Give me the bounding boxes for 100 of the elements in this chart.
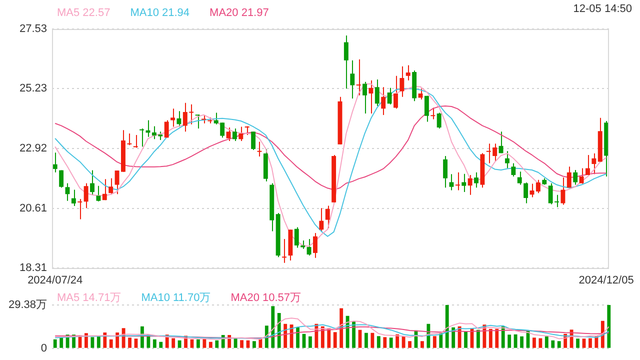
candlestick — [573, 170, 578, 186]
bar — [178, 340, 182, 348]
text: MA10 11.70万 — [141, 292, 211, 304]
bar — [128, 338, 132, 348]
bar — [383, 337, 387, 348]
text: 12-05 14:50 — [573, 3, 632, 15]
candlestick — [78, 198, 82, 220]
bar — [376, 336, 380, 348]
candlestick — [400, 66, 404, 98]
bar — [488, 328, 492, 348]
candlestick — [84, 182, 88, 209]
bar — [538, 338, 542, 348]
bar — [290, 324, 294, 348]
bar — [464, 330, 468, 348]
bar — [320, 326, 324, 348]
bar — [134, 338, 138, 348]
bar — [109, 339, 113, 348]
bar — [215, 340, 219, 348]
candlestick — [325, 205, 330, 229]
candlestick — [65, 182, 70, 202]
candlestick — [356, 58, 361, 96]
candlestick — [462, 173, 466, 193]
candlestick — [511, 162, 516, 177]
bar — [228, 334, 232, 348]
bar — [333, 332, 337, 348]
bar — [60, 338, 64, 348]
bar — [196, 339, 200, 348]
candlestick — [170, 108, 176, 128]
candlestick — [498, 131, 504, 154]
candlestick — [368, 80, 374, 114]
bar — [364, 332, 368, 348]
bar — [458, 326, 462, 348]
y-tick-label: 0 — [40, 342, 47, 354]
x-tick-label: 2024/12/05 — [578, 274, 634, 287]
text: MA10 21.94 — [130, 7, 190, 19]
bar — [103, 332, 107, 348]
candlestick — [362, 81, 367, 114]
bar — [582, 338, 586, 348]
candlestick — [374, 79, 380, 106]
bar — [520, 336, 524, 348]
bar — [514, 334, 518, 348]
candlestick — [96, 185, 101, 202]
bar — [172, 338, 176, 348]
candlestick — [238, 126, 244, 142]
bar — [96, 336, 100, 348]
text: MA5 22.57 — [57, 7, 110, 19]
bar — [551, 340, 555, 348]
bar — [420, 341, 424, 348]
candlestick — [517, 171, 522, 186]
bar — [408, 341, 412, 348]
y-tick-label: 20.61 — [19, 202, 47, 214]
bar — [258, 338, 262, 348]
bar — [352, 321, 356, 348]
bar — [308, 336, 312, 348]
candlestick — [344, 34, 348, 90]
bar — [576, 338, 580, 348]
bar — [508, 334, 512, 348]
candlestick — [133, 134, 138, 148]
bar — [476, 330, 480, 348]
candlestick — [406, 64, 410, 81]
bar — [532, 338, 536, 348]
candlestick — [140, 128, 144, 148]
candlestick — [226, 127, 231, 142]
candlestick — [52, 152, 58, 173]
candlestick — [579, 168, 584, 184]
bar — [90, 337, 94, 348]
text: MA20 21.97 — [210, 7, 269, 19]
text: MA20 10.57万 — [230, 292, 302, 304]
candlestick — [319, 208, 324, 232]
y-tick-label: 25.23 — [19, 82, 47, 95]
candlestick — [394, 75, 398, 110]
candlestick — [586, 154, 590, 176]
candlestick — [381, 86, 386, 116]
candlestick — [566, 166, 572, 189]
y-tick-label: 27.53 — [19, 23, 47, 36]
candlestick — [449, 174, 454, 191]
candlestick — [474, 172, 478, 188]
bar — [252, 341, 256, 348]
candlestick — [312, 232, 318, 258]
candlestick — [164, 120, 169, 138]
bar — [53, 339, 57, 348]
bar — [370, 332, 374, 348]
bar — [296, 327, 300, 348]
bar — [402, 336, 406, 348]
bar — [271, 306, 275, 348]
candlestick — [387, 87, 392, 105]
bar — [432, 336, 436, 348]
candlestick — [306, 238, 312, 256]
candlestick — [350, 60, 355, 99]
candlestick — [424, 95, 429, 122]
candlestick — [195, 114, 200, 130]
candlestick — [560, 177, 566, 206]
candlestick — [504, 150, 510, 169]
candlestick — [468, 174, 472, 196]
bar — [240, 340, 244, 348]
x-tick-label: 2024/07/24 — [28, 274, 83, 287]
bar — [208, 342, 212, 348]
bar — [152, 339, 156, 348]
bar — [495, 328, 499, 348]
bar — [284, 324, 288, 348]
